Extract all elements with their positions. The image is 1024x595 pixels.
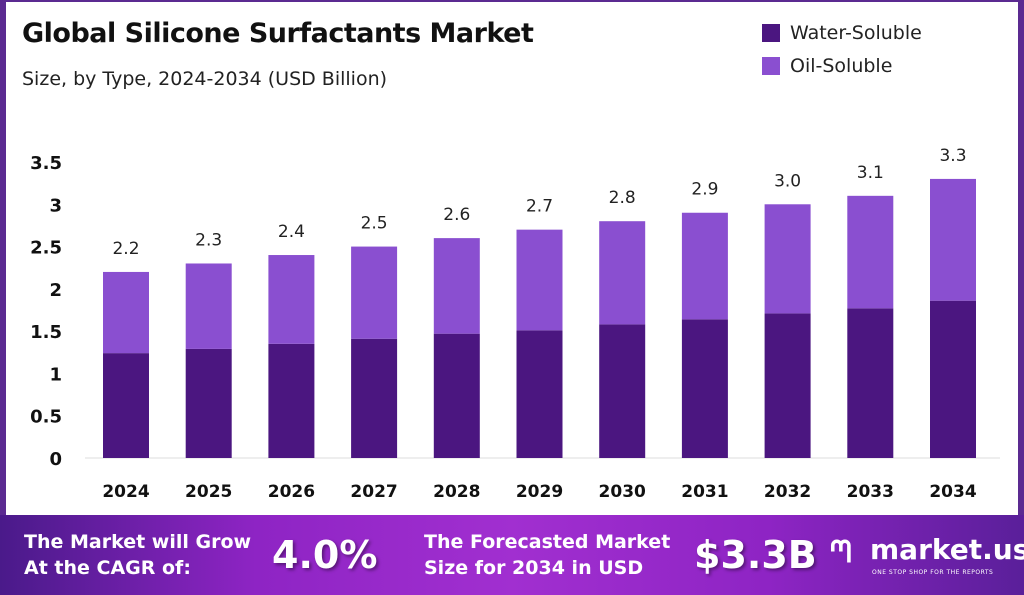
x-tick-label: 2032 <box>764 482 811 502</box>
x-tick-label: 2024 <box>102 482 149 502</box>
x-tick-label: 2030 <box>599 482 646 502</box>
bar-water-soluble-2027 <box>351 338 398 458</box>
x-tick-label: 2028 <box>433 482 480 502</box>
logo-icon: ᘉ <box>830 535 852 570</box>
bar-oil-soluble-2026 <box>268 255 315 344</box>
bar-water-soluble-2028 <box>433 333 480 458</box>
bar-oil-soluble-2033 <box>847 195 894 309</box>
chart-subtitle: Size, by Type, 2024-2034 (USD Billion) <box>22 68 388 90</box>
y-tick-label: 0.5 <box>30 407 62 428</box>
x-tick-label: 2034 <box>929 482 976 502</box>
bar-oil-soluble-2031 <box>681 212 728 320</box>
bar-water-soluble-2031 <box>681 319 728 458</box>
bar-oil-soluble-2027 <box>351 246 398 339</box>
total-label: 2.3 <box>195 230 222 250</box>
forecast-label: The Forecasted Market Size for 2034 in US… <box>424 529 670 581</box>
cagr-label-line1: The Market will Grow <box>24 531 252 553</box>
forecast-label-line2: Size for 2034 in USD <box>424 557 644 579</box>
x-tick-label: 2026 <box>268 482 315 502</box>
bar-water-soluble-2025 <box>185 348 232 458</box>
x-tick-label: 2033 <box>847 482 894 502</box>
y-tick-label: 2.5 <box>30 238 62 259</box>
chart-plot: 0 0.5 1 1.5 2 2.5 3 3.5 2.2 2024 2.3 2025 2.4 2026 2.5… <box>30 146 1000 502</box>
logo-text: market.us <box>870 533 1024 566</box>
bar-oil-soluble-2024 <box>103 271 149 354</box>
bar-oil-soluble-2030 <box>599 221 646 325</box>
y-tick-label: 0 <box>49 449 62 470</box>
legend-oil-soluble: Oil-Soluble <box>762 55 892 77</box>
x-tick-label: 2029 <box>516 482 563 502</box>
total-label: 2.5 <box>361 214 388 234</box>
y-tick-label: 2 <box>49 280 62 301</box>
total-label: 3.1 <box>857 163 884 183</box>
bar-oil-soluble-2025 <box>185 263 232 349</box>
bar-water-soluble-2033 <box>847 308 894 458</box>
cagr-value: 4.0% <box>272 533 378 577</box>
forecast-value: $3.3B <box>694 533 817 577</box>
y-tick-label: 1.5 <box>30 322 62 343</box>
cagr-label-line2: At the CAGR of: <box>24 557 191 579</box>
legend-water-soluble: Water-Soluble <box>762 22 922 44</box>
bar-oil-soluble-2032 <box>764 204 811 314</box>
total-label: 3.3 <box>939 146 966 166</box>
bar-oil-soluble-2028 <box>433 238 480 334</box>
total-label: 2.9 <box>691 180 718 200</box>
bar-water-soluble-2029 <box>516 330 563 458</box>
legend-swatch <box>762 24 780 42</box>
logo-tagline: ONE STOP SHOP FOR THE REPORTS <box>872 569 994 576</box>
summary-banner: The Market will Grow At the CAGR of: 4.0%… <box>0 515 1024 595</box>
legend-swatch <box>762 57 780 75</box>
x-tick-label: 2027 <box>350 482 397 502</box>
total-label: 2.8 <box>609 188 636 208</box>
bar-oil-soluble-2029 <box>516 229 563 331</box>
total-label: 3.0 <box>774 171 801 191</box>
y-tick-label: 1 <box>49 364 62 385</box>
legend-label: Water-Soluble <box>790 22 922 44</box>
y-tick-label: 3 <box>49 195 62 216</box>
chart-title: Global Silicone Surfactants Market <box>22 18 534 49</box>
bar-water-soluble-2030 <box>599 324 646 458</box>
bar-water-soluble-2032 <box>764 313 811 458</box>
total-label: 2.7 <box>526 197 553 217</box>
total-label: 2.6 <box>443 205 470 225</box>
cagr-label: The Market will Grow At the CAGR of: <box>24 529 251 581</box>
x-tick-label: 2031 <box>681 482 728 502</box>
bar-water-soluble-2034 <box>930 300 976 458</box>
total-label: 2.4 <box>278 222 305 242</box>
bar-water-soluble-2024 <box>103 353 149 458</box>
legend-label: Oil-Soluble <box>790 55 893 77</box>
y-tick-label: 3.5 <box>30 153 62 174</box>
bar-oil-soluble-2034 <box>930 178 976 301</box>
forecast-label-line1: The Forecasted Market <box>424 531 671 553</box>
bar-water-soluble-2026 <box>268 343 315 458</box>
chart-frame <box>0 0 1024 515</box>
total-label: 2.2 <box>112 239 139 259</box>
x-tick-label: 2025 <box>185 482 232 502</box>
